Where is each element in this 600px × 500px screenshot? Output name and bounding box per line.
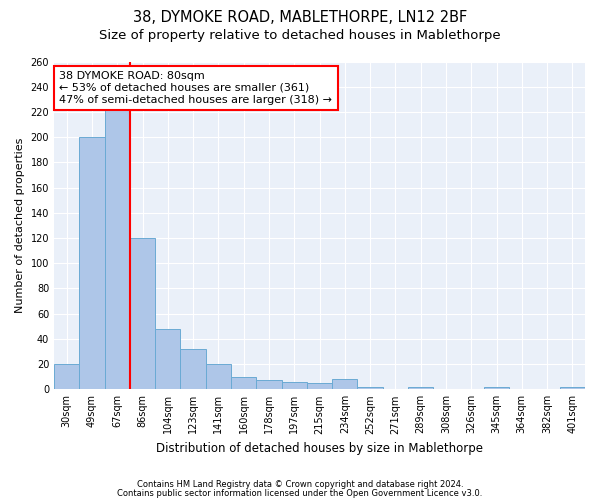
Bar: [332, 379, 358, 390]
Bar: [104, 74, 130, 390]
Text: 38 DYMOKE ROAD: 80sqm
← 53% of detached houses are smaller (361)
47% of semi-det: 38 DYMOKE ROAD: 80sqm ← 53% of detached …: [59, 72, 332, 104]
Bar: [155, 329, 181, 390]
Text: Size of property relative to detached houses in Mablethorpe: Size of property relative to detached ho…: [99, 29, 501, 42]
Bar: [307, 383, 332, 390]
Bar: [206, 364, 231, 390]
X-axis label: Distribution of detached houses by size in Mablethorpe: Distribution of detached houses by size …: [156, 442, 483, 455]
Text: Contains HM Land Registry data © Crown copyright and database right 2024.: Contains HM Land Registry data © Crown c…: [137, 480, 463, 489]
Bar: [560, 387, 585, 390]
Bar: [256, 380, 281, 390]
Bar: [484, 387, 509, 390]
Bar: [130, 238, 155, 390]
Text: Contains public sector information licensed under the Open Government Licence v3: Contains public sector information licen…: [118, 488, 482, 498]
Bar: [181, 349, 206, 390]
Text: 38, DYMOKE ROAD, MABLETHORPE, LN12 2BF: 38, DYMOKE ROAD, MABLETHORPE, LN12 2BF: [133, 10, 467, 25]
Bar: [358, 387, 383, 390]
Bar: [231, 376, 256, 390]
Bar: [79, 137, 104, 390]
Bar: [54, 364, 79, 390]
Y-axis label: Number of detached properties: Number of detached properties: [15, 138, 25, 313]
Bar: [281, 382, 307, 390]
Bar: [408, 387, 433, 390]
